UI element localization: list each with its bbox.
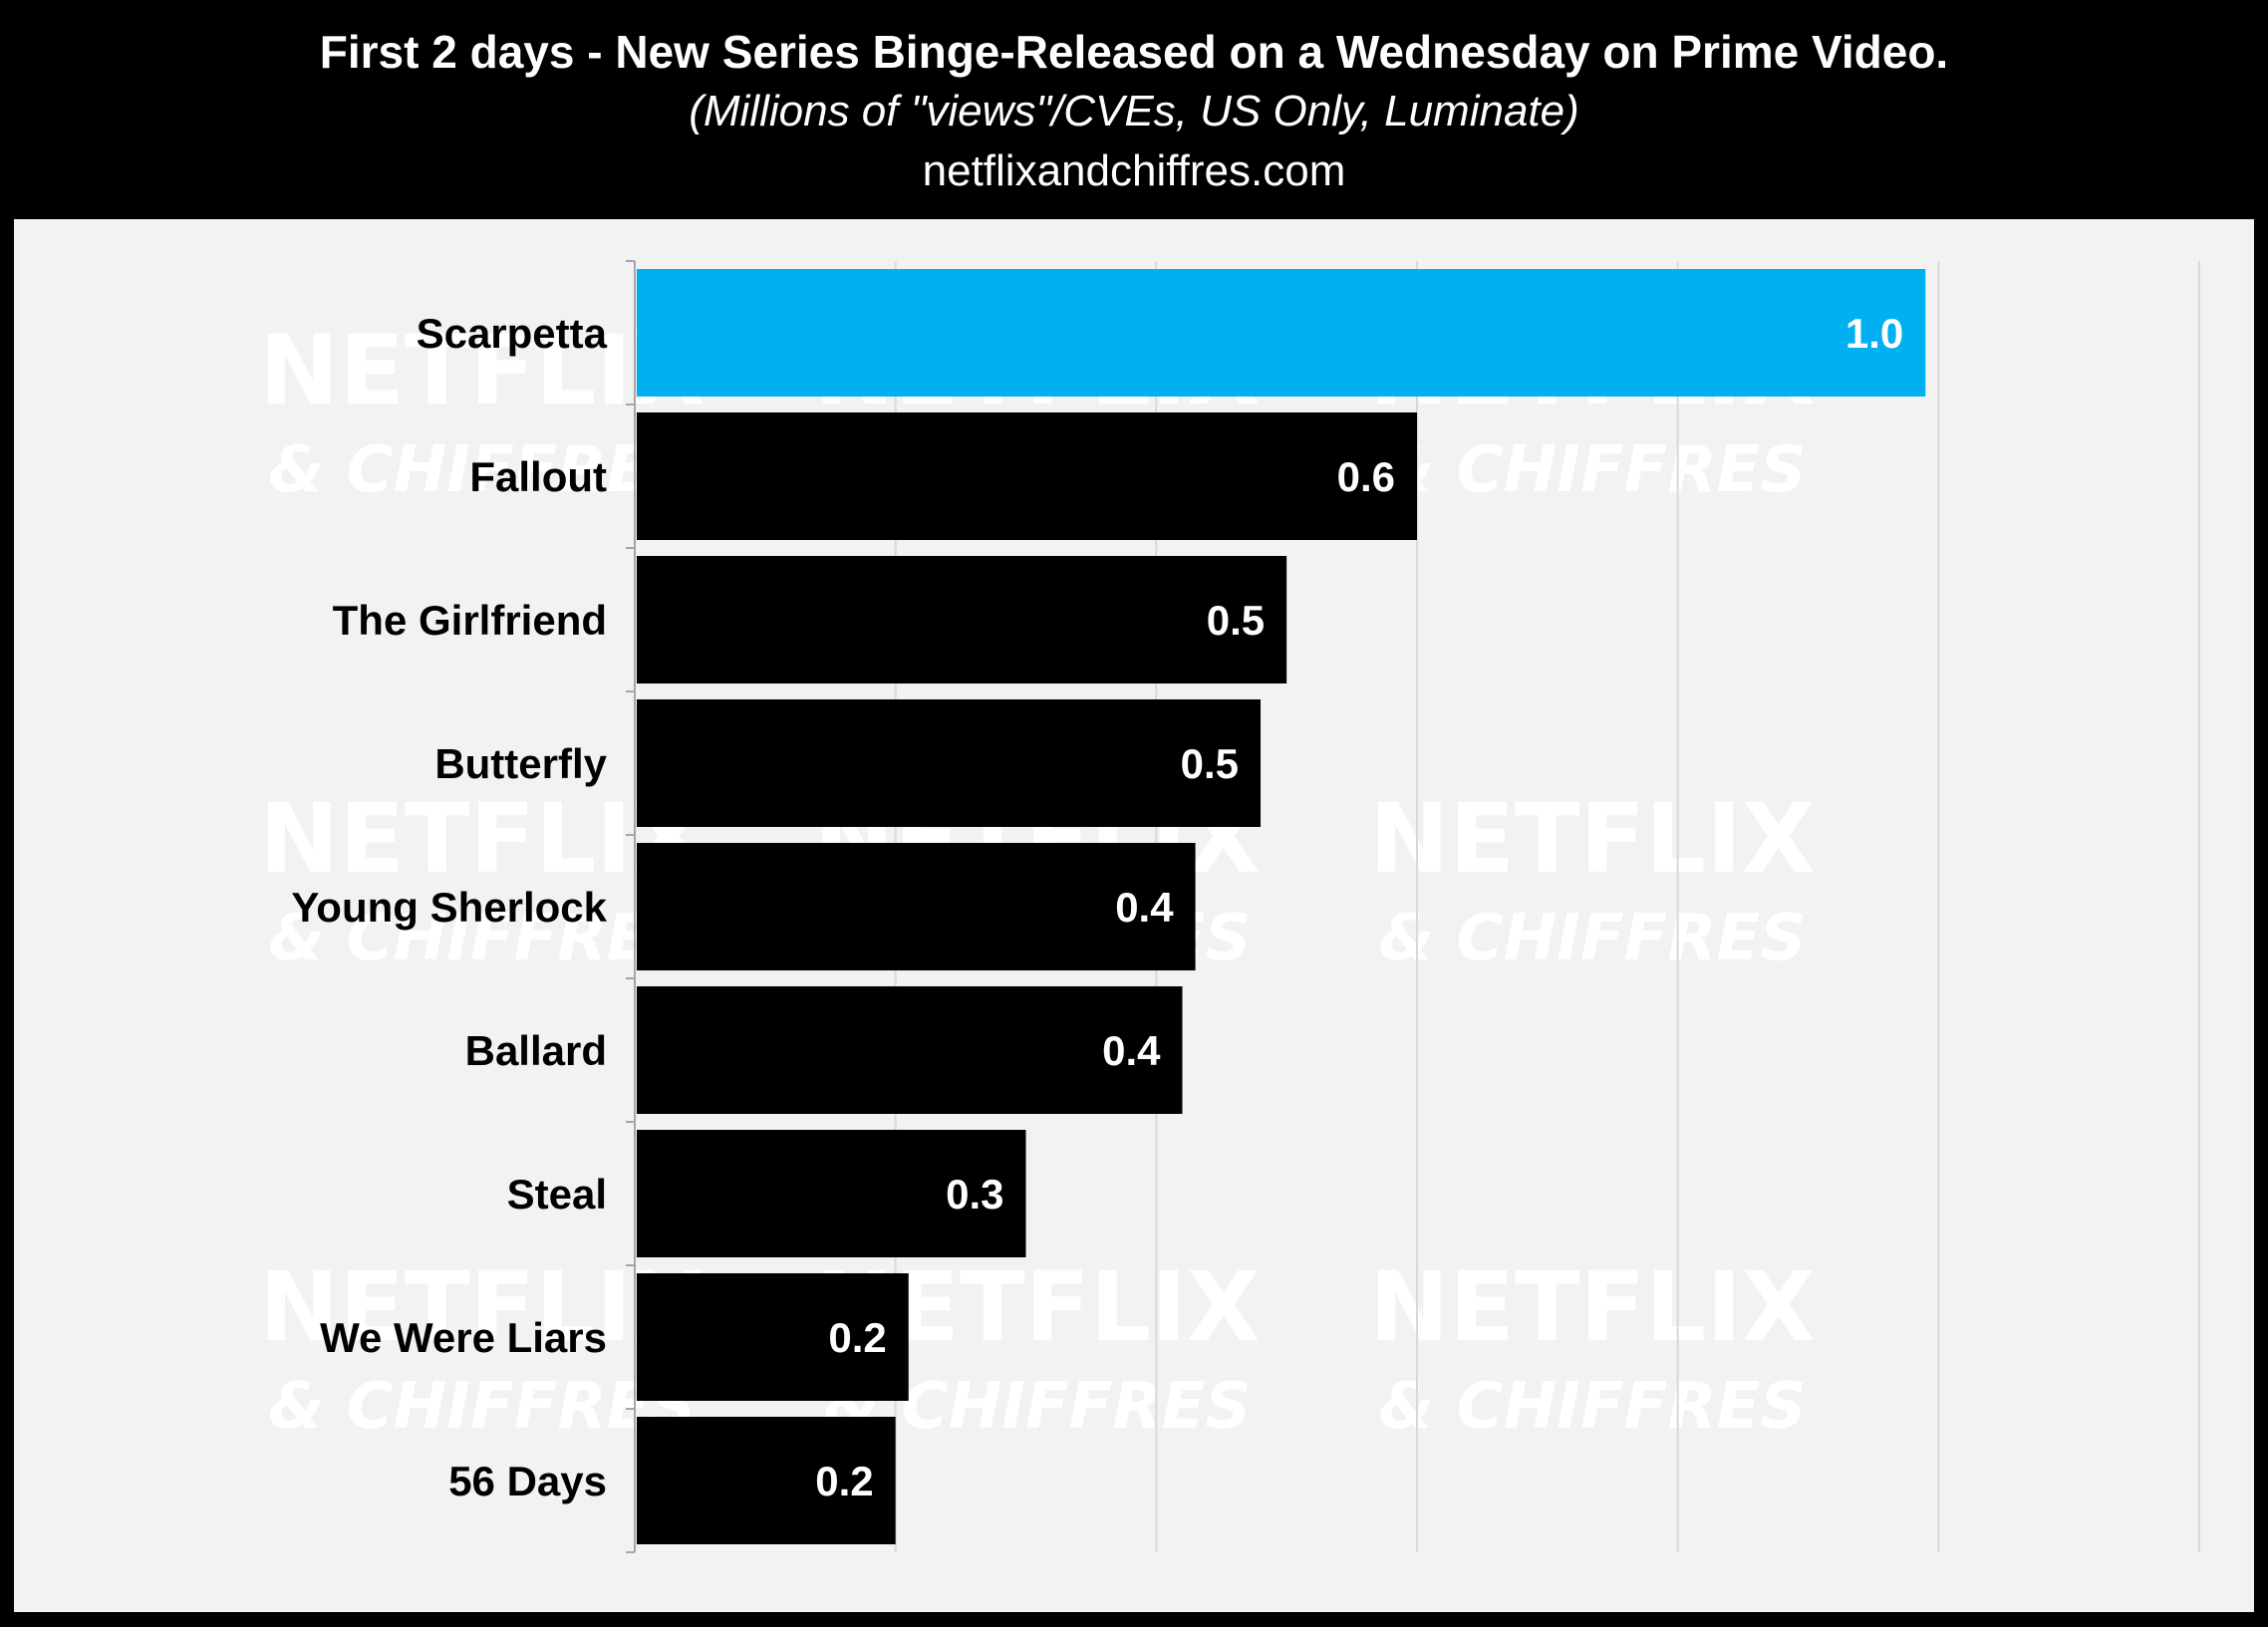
chart-title: First 2 days - New Series Binge-Released… [319, 26, 1949, 78]
watermark-line2: & CHIFFRES [1379, 1370, 1807, 1444]
watermark-line2: & CHIFFRES [269, 902, 697, 975]
data-label: 0.5 [1207, 597, 1265, 644]
bar [637, 699, 1261, 827]
bar [637, 1417, 896, 1544]
data-label: 0.3 [946, 1171, 1003, 1218]
category-label: Ballard [465, 1027, 607, 1074]
watermark-line2: & CHIFFRES [269, 1370, 697, 1444]
bar [637, 269, 1926, 397]
category-label: 56 Days [448, 1458, 607, 1504]
watermark-line1: NETFLIX [1369, 1251, 1816, 1363]
bar [637, 986, 1183, 1114]
category-label: Young Sherlock [291, 884, 607, 931]
watermark-logo: NETFLIX& CHIFFRES [1369, 783, 1816, 975]
watermark-logo: NETFLIX& CHIFFRES [1369, 1251, 1816, 1444]
chart-header: First 2 days - New Series Binge-Released… [0, 0, 2268, 219]
chart-subtitle: (Millions of "views"/CVEs, US Only, Lumi… [689, 87, 1579, 136]
chart-source: netflixandchiffres.com [922, 146, 1346, 195]
watermark-line1: NETFLIX [259, 783, 706, 895]
watermark-logo: NETFLIX& CHIFFRES [259, 1251, 706, 1444]
bar [637, 1130, 1026, 1257]
labels: 1.0 Scarpetta 0.6 Fallout 0.5 The Girlfriend 0… [291, 310, 1903, 1504]
data-label: 1.0 [1845, 310, 1903, 357]
bar [637, 843, 1196, 970]
bar [637, 556, 1287, 683]
category-label: We Were Liars [320, 1314, 607, 1361]
watermark-line2: & CHIFFRES [269, 433, 697, 507]
bars [637, 269, 1926, 1544]
y-axis [626, 260, 636, 1553]
category-label: Scarpetta [417, 310, 608, 357]
watermark-logo: NETFLIX& CHIFFRES [259, 315, 706, 507]
data-label: 0.2 [828, 1314, 886, 1361]
bar [637, 1273, 909, 1401]
category-label: The Girlfriend [333, 597, 607, 644]
category-label: Steal [507, 1171, 607, 1218]
bar [637, 412, 1417, 540]
data-label: 0.4 [1115, 884, 1174, 931]
data-label: 0.2 [815, 1458, 873, 1504]
data-label: 0.6 [1337, 453, 1395, 500]
data-label: 0.4 [1102, 1027, 1161, 1074]
watermark-line1: NETFLIX [259, 315, 706, 426]
watermark-line1: NETFLIX [259, 1251, 706, 1363]
data-label: 0.5 [1181, 740, 1239, 787]
watermark-line2: & CHIFFRES [1379, 433, 1807, 507]
watermark-logo: NETFLIX& CHIFFRES [259, 783, 706, 975]
watermark-line1: NETFLIX [1369, 783, 1816, 895]
watermark-line2: & CHIFFRES [1379, 902, 1807, 975]
category-label: Fallout [469, 453, 607, 500]
category-label: Butterfly [434, 740, 607, 787]
